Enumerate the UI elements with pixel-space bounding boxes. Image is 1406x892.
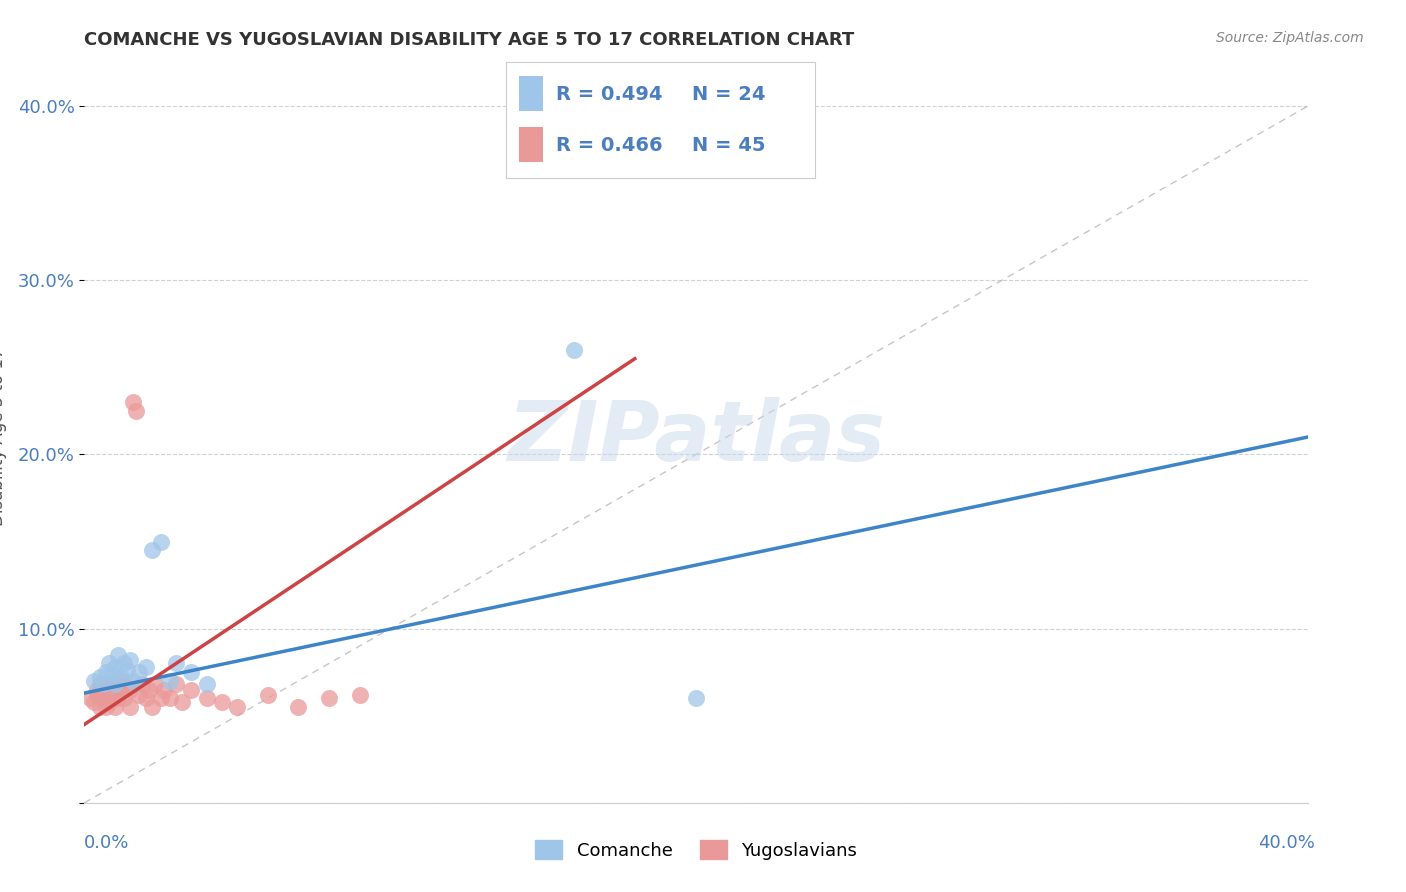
Point	[120, 653, 142, 667]
Point	[94, 665, 117, 680]
Point	[128, 665, 150, 680]
Point	[180, 665, 202, 680]
Point	[122, 673, 145, 688]
Text: ZIPatlas: ZIPatlas	[508, 397, 884, 477]
Point	[131, 677, 153, 691]
Text: 0.0%: 0.0%	[84, 834, 129, 852]
Point	[165, 657, 187, 671]
Point	[159, 691, 181, 706]
Point	[91, 682, 114, 697]
Text: R = 0.494: R = 0.494	[555, 86, 662, 104]
Point	[120, 700, 142, 714]
Point	[135, 660, 157, 674]
Point	[94, 688, 117, 702]
Point	[112, 657, 135, 671]
Point	[149, 534, 172, 549]
Text: Source: ZipAtlas.com: Source: ZipAtlas.com	[1216, 31, 1364, 45]
Point	[165, 677, 187, 691]
Point	[89, 700, 111, 714]
Point	[125, 404, 148, 418]
Point	[685, 691, 707, 706]
Point	[83, 673, 105, 688]
Point	[562, 343, 585, 357]
Point	[159, 673, 181, 688]
Point	[128, 688, 150, 702]
Point	[172, 695, 194, 709]
Point	[287, 700, 309, 714]
Bar	[519, 77, 543, 112]
Point	[257, 688, 280, 702]
Point	[110, 670, 132, 684]
Point	[101, 682, 124, 697]
Point	[141, 700, 163, 714]
Point	[195, 677, 218, 691]
Point	[120, 682, 142, 697]
Point	[94, 700, 117, 714]
Text: COMANCHE VS YUGOSLAVIAN DISABILITY AGE 5 TO 17 CORRELATION CHART: COMANCHE VS YUGOSLAVIAN DISABILITY AGE 5…	[84, 31, 855, 49]
Point	[115, 664, 138, 678]
Point	[226, 700, 249, 714]
Text: N = 45: N = 45	[692, 136, 765, 155]
Point	[79, 691, 101, 706]
Point	[180, 682, 202, 697]
Point	[83, 695, 105, 709]
Point	[107, 648, 129, 662]
Point	[153, 682, 176, 697]
Point	[101, 667, 124, 681]
Point	[104, 688, 127, 702]
Text: R = 0.466: R = 0.466	[555, 136, 662, 155]
Point	[318, 691, 340, 706]
Point	[97, 695, 120, 709]
Point	[143, 677, 166, 691]
Point	[101, 691, 124, 706]
Point	[135, 691, 157, 706]
Text: N = 24: N = 24	[692, 86, 765, 104]
Point	[97, 657, 120, 671]
Point	[91, 691, 114, 706]
Point	[89, 677, 111, 691]
Point	[110, 673, 132, 688]
Point	[97, 677, 120, 691]
Text: 40.0%: 40.0%	[1258, 834, 1315, 852]
Point	[115, 677, 138, 691]
Point	[141, 543, 163, 558]
Point	[104, 677, 127, 691]
Point	[110, 682, 132, 697]
Point	[91, 677, 114, 691]
Point	[104, 700, 127, 714]
Point	[195, 691, 218, 706]
Point	[107, 691, 129, 706]
Point	[86, 682, 108, 697]
Point	[211, 695, 233, 709]
Legend: Comanche, Yugoslavians: Comanche, Yugoslavians	[527, 833, 865, 867]
Bar	[519, 128, 543, 162]
Point	[138, 682, 160, 697]
Point	[122, 395, 145, 409]
Point	[104, 660, 127, 674]
Y-axis label: Disability Age 5 to 17: Disability Age 5 to 17	[0, 348, 7, 526]
Point	[149, 691, 172, 706]
Point	[104, 677, 127, 691]
Point	[89, 670, 111, 684]
Point	[112, 691, 135, 706]
Point	[349, 688, 371, 702]
Point	[86, 688, 108, 702]
